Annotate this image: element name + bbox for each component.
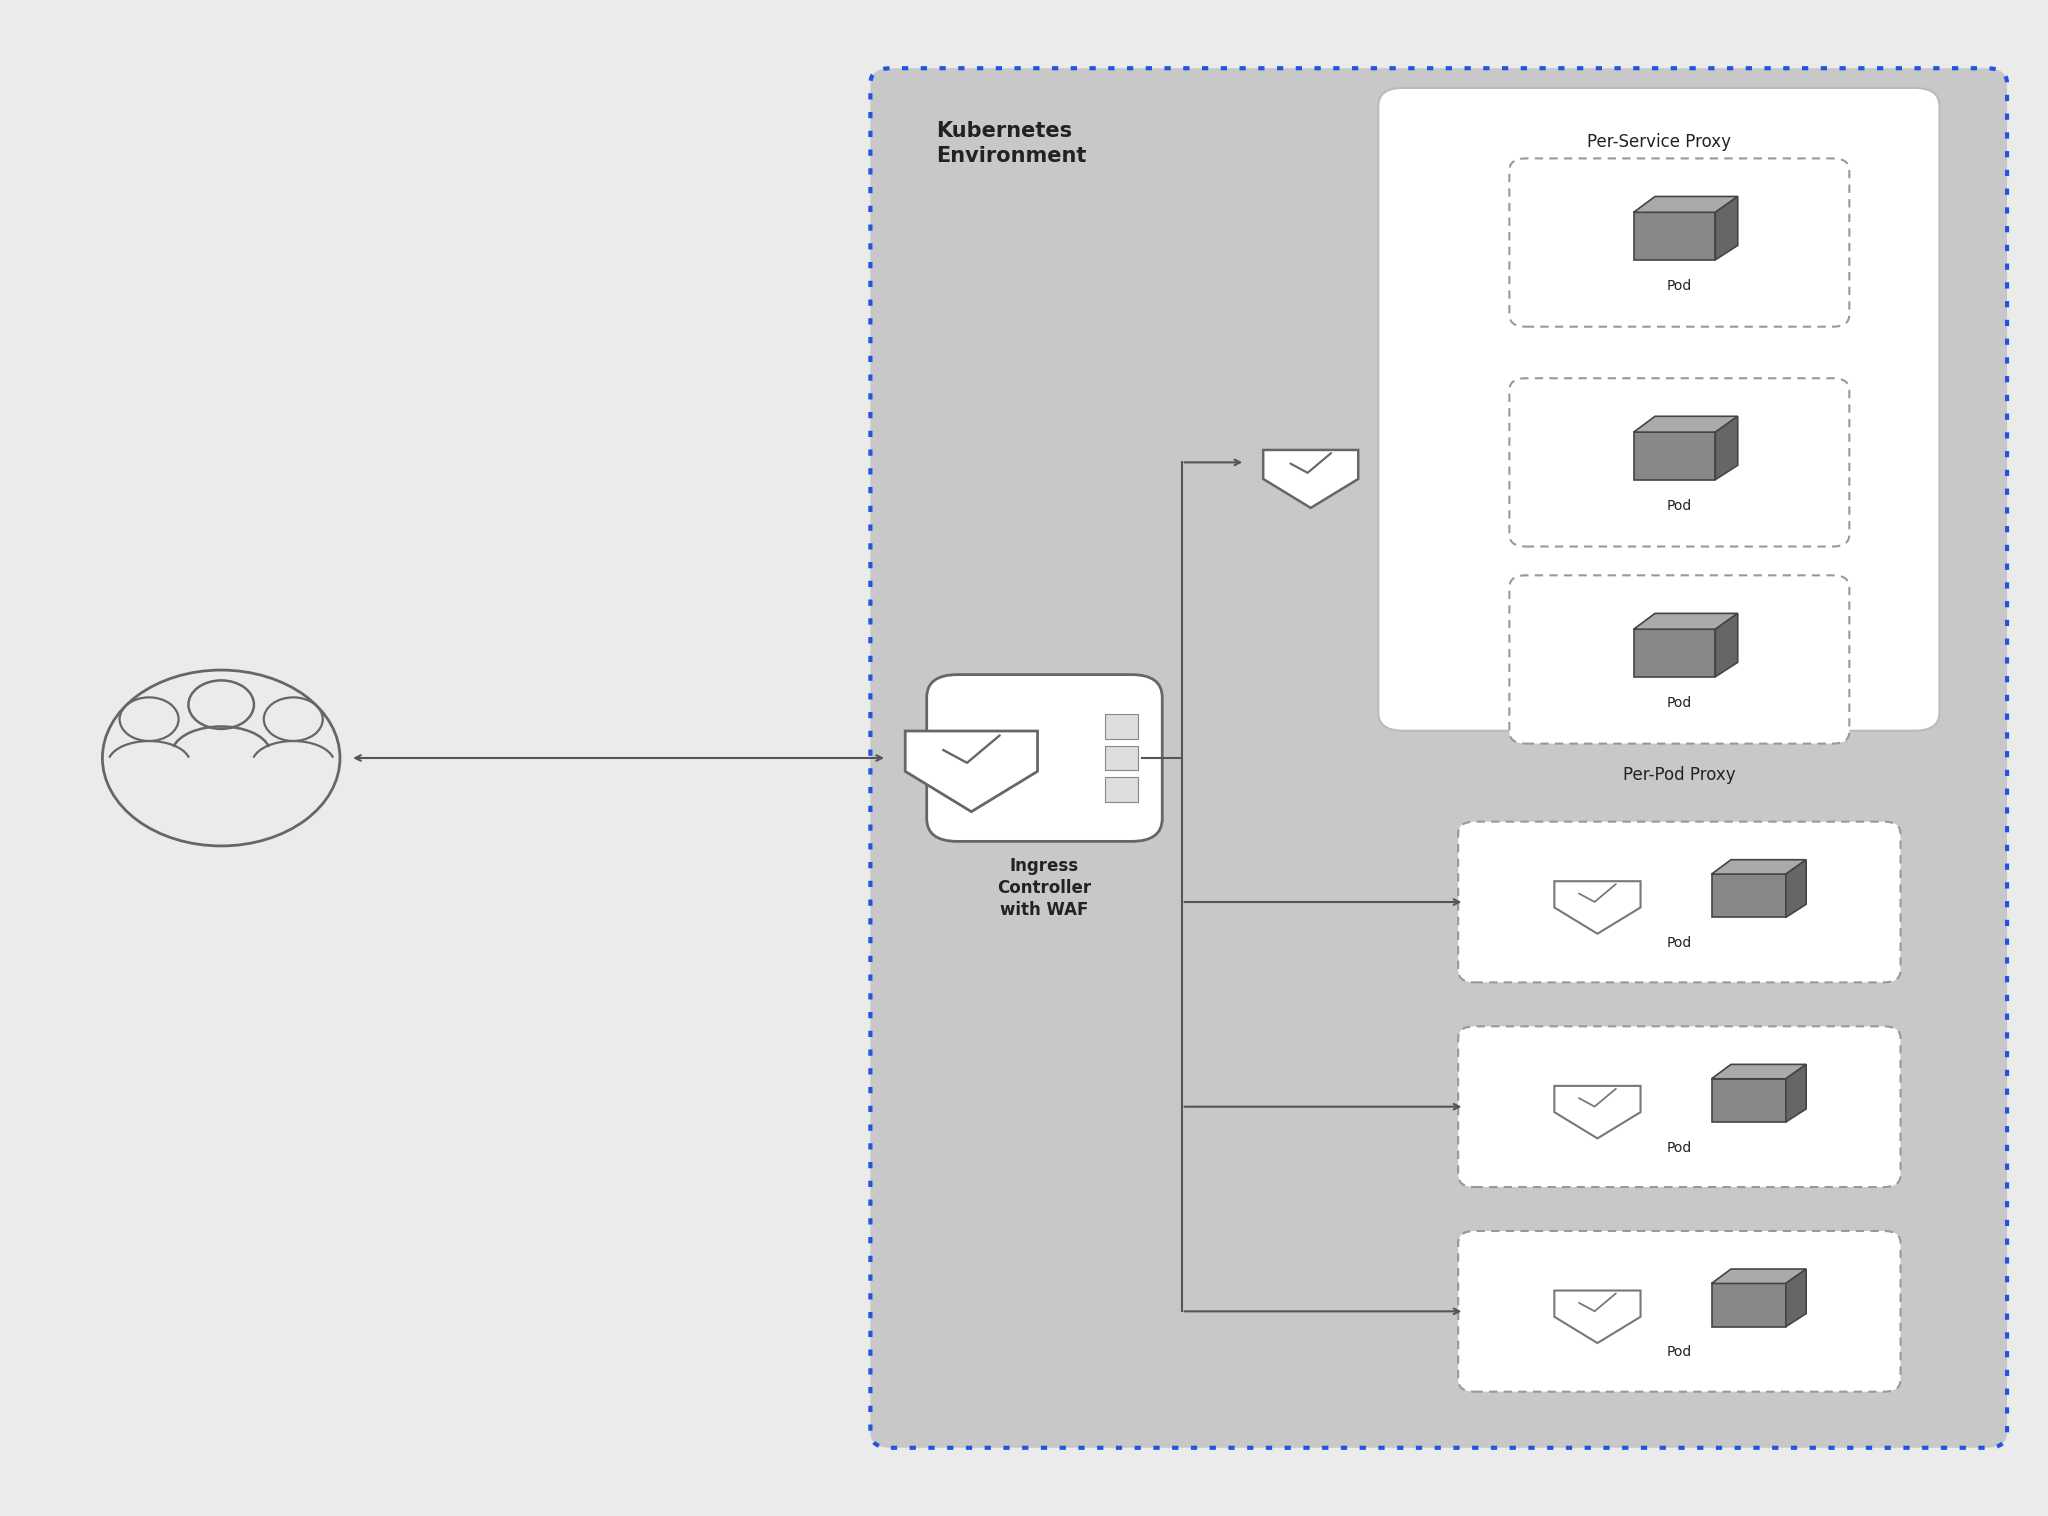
Text: Pod: Pod [1667, 499, 1692, 512]
Polygon shape [1634, 212, 1716, 259]
Text: Per-Service Proxy: Per-Service Proxy [1587, 133, 1731, 152]
Polygon shape [1716, 197, 1737, 259]
Polygon shape [1634, 197, 1737, 212]
Polygon shape [1634, 614, 1737, 629]
Text: Pod: Pod [1667, 696, 1692, 709]
Polygon shape [1712, 1269, 1806, 1284]
FancyBboxPatch shape [1106, 746, 1139, 770]
FancyBboxPatch shape [870, 68, 2007, 1448]
FancyBboxPatch shape [1106, 778, 1139, 802]
Text: Kubernetes
Environment: Kubernetes Environment [936, 121, 1085, 167]
Text: Ingress
Controller
with WAF: Ingress Controller with WAF [997, 857, 1092, 919]
Polygon shape [1716, 614, 1737, 676]
Polygon shape [1786, 1269, 1806, 1326]
FancyBboxPatch shape [1458, 1231, 1901, 1392]
Text: Pod: Pod [1667, 279, 1692, 293]
FancyBboxPatch shape [1458, 822, 1901, 982]
FancyBboxPatch shape [1509, 379, 1849, 547]
Polygon shape [1712, 875, 1786, 917]
PathPatch shape [1264, 450, 1358, 508]
FancyBboxPatch shape [1509, 159, 1849, 327]
PathPatch shape [905, 731, 1038, 811]
FancyBboxPatch shape [1378, 88, 1939, 731]
Text: Pod: Pod [1667, 935, 1692, 951]
Polygon shape [1786, 860, 1806, 917]
PathPatch shape [1554, 1290, 1640, 1343]
Polygon shape [1712, 1079, 1786, 1122]
Polygon shape [1712, 1284, 1786, 1326]
Polygon shape [1634, 629, 1716, 676]
Polygon shape [1712, 860, 1806, 875]
Polygon shape [1634, 417, 1737, 432]
Text: Pod: Pod [1667, 1140, 1692, 1155]
Polygon shape [1786, 1064, 1806, 1122]
PathPatch shape [1554, 881, 1640, 934]
Polygon shape [1712, 1064, 1806, 1079]
Text: Pod: Pod [1667, 1345, 1692, 1360]
FancyBboxPatch shape [1106, 714, 1139, 738]
FancyBboxPatch shape [1458, 1026, 1901, 1187]
Text: Per-Pod Proxy: Per-Pod Proxy [1624, 766, 1735, 784]
FancyBboxPatch shape [926, 675, 1163, 841]
FancyBboxPatch shape [1509, 576, 1849, 744]
Polygon shape [1716, 417, 1737, 479]
PathPatch shape [1554, 1085, 1640, 1139]
Polygon shape [1634, 432, 1716, 479]
